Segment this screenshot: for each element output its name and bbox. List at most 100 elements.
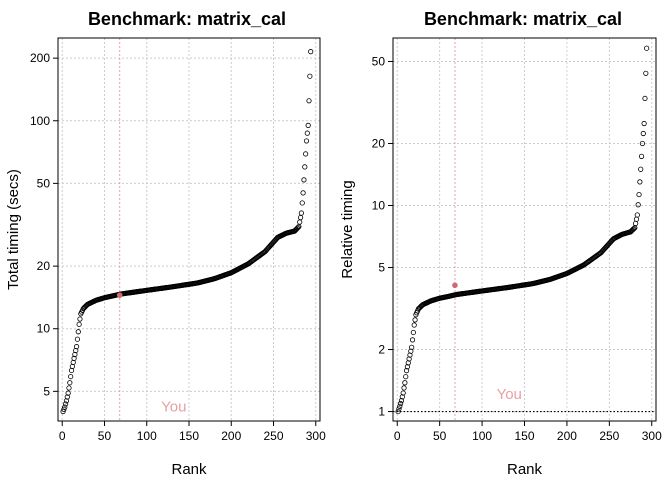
data-point xyxy=(634,212,640,218)
y-tick-label: 5 xyxy=(378,261,385,275)
data-point xyxy=(303,151,309,157)
data-point xyxy=(409,344,415,350)
data-point xyxy=(74,336,81,342)
data-point xyxy=(411,322,417,328)
x-tick-label: 150 xyxy=(514,429,534,443)
x-tick-label: 200 xyxy=(557,429,577,443)
x-tick-label: 250 xyxy=(599,429,619,443)
x-axis-label: Rank xyxy=(507,461,543,478)
y-tick-label: 50 xyxy=(372,54,386,68)
grid xyxy=(58,38,320,421)
data-point xyxy=(308,49,314,55)
x-tick-label: 200 xyxy=(221,429,241,443)
data-point xyxy=(641,120,647,127)
data-point xyxy=(635,202,641,208)
data-point xyxy=(64,394,70,400)
y-axis-label: Total timing (secs) xyxy=(5,169,22,290)
data-point xyxy=(297,219,303,225)
data-point xyxy=(299,200,305,206)
x-tick-label: 0 xyxy=(394,429,401,443)
data-point xyxy=(295,224,301,231)
data-point xyxy=(638,153,645,159)
y-tick-label: 2 xyxy=(378,343,385,357)
data-point xyxy=(412,317,418,323)
chart-title: Benchmark: matrix_cal xyxy=(424,9,622,29)
y-axis-label: Relative timing xyxy=(339,180,356,278)
data-point xyxy=(633,216,640,222)
x-tick-label: 100 xyxy=(472,429,492,443)
data-point xyxy=(643,70,649,76)
data-point xyxy=(65,390,71,396)
data-point xyxy=(640,130,646,137)
y-tick-label: 20 xyxy=(37,259,51,273)
data-point xyxy=(305,122,311,128)
data-point xyxy=(402,380,408,386)
data-point xyxy=(630,226,636,232)
data-point xyxy=(66,385,72,391)
data-point xyxy=(73,344,80,350)
data-point xyxy=(398,400,404,407)
data-point xyxy=(62,404,68,410)
data-point xyxy=(63,398,70,404)
data-point xyxy=(644,45,650,51)
y-tick-label: 1 xyxy=(378,405,385,419)
data-point xyxy=(301,177,307,183)
data-point xyxy=(63,401,69,407)
you-annotation: You xyxy=(497,386,522,403)
y-tick-label: 10 xyxy=(37,322,51,336)
y-tick-label: 20 xyxy=(372,136,386,150)
data-point xyxy=(403,374,409,380)
chart-title: Benchmark: matrix_cal xyxy=(88,9,286,29)
data-point xyxy=(642,95,648,102)
data-point xyxy=(633,220,639,227)
x-tick-label: 50 xyxy=(433,429,447,443)
y-tick-label: 50 xyxy=(37,176,51,190)
data-point xyxy=(75,329,81,335)
y-tick-label: 200 xyxy=(30,51,50,65)
data-point xyxy=(298,210,305,216)
x-tick-label: 300 xyxy=(306,429,326,443)
you-annotation: You xyxy=(161,398,186,415)
data-points xyxy=(395,45,650,415)
data-point xyxy=(307,73,313,79)
x-axis-label: Rank xyxy=(171,461,207,478)
data-point xyxy=(302,164,308,170)
data-point xyxy=(396,406,402,412)
x-tick-label: 300 xyxy=(642,429,662,443)
data-point xyxy=(410,329,416,336)
data-point xyxy=(637,179,643,185)
y-tick-label: 10 xyxy=(372,199,386,213)
x-tick-label: 250 xyxy=(264,429,284,443)
data-point xyxy=(397,403,403,409)
data-point xyxy=(399,394,405,400)
data-point xyxy=(401,385,407,391)
data-point xyxy=(300,190,306,196)
data-point xyxy=(303,138,310,144)
data-point xyxy=(409,337,416,343)
data-point xyxy=(631,225,637,232)
data-point xyxy=(76,321,82,327)
left-panel-total-timing: Benchmark: matrix_cal You 0 50 100 150 200 250 3… xyxy=(5,9,326,478)
data-point xyxy=(68,373,74,380)
x-tick-label: 50 xyxy=(98,429,112,443)
data-point xyxy=(306,98,312,104)
data-point xyxy=(297,214,304,221)
data-point xyxy=(639,140,646,147)
y-tick-label: 100 xyxy=(30,114,50,128)
you-point xyxy=(452,282,458,289)
data-point xyxy=(636,191,642,198)
x-tick-label: 150 xyxy=(179,429,199,443)
x-tick-label: 100 xyxy=(137,429,157,443)
data-point xyxy=(395,408,401,415)
y-tick-label: 5 xyxy=(43,384,50,398)
data-point xyxy=(638,166,644,172)
data-point xyxy=(77,316,83,322)
grid xyxy=(393,38,656,421)
you-point xyxy=(116,292,123,298)
data-point xyxy=(304,130,310,136)
data-point xyxy=(400,390,406,396)
data-point xyxy=(67,380,73,386)
data-points xyxy=(60,49,314,415)
data-point xyxy=(398,398,405,404)
